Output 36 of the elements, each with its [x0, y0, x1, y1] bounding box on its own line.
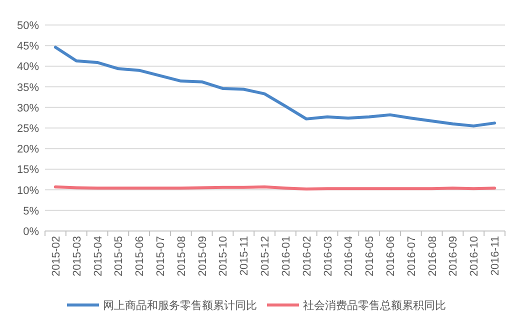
- y-tick-label: 30%: [16, 102, 40, 114]
- y-tick-label: 45%: [16, 40, 40, 53]
- x-tick-label: 2015-07: [155, 236, 167, 276]
- x-tick-label: 2016-05: [364, 236, 376, 276]
- y-tick-label: 15%: [16, 164, 40, 176]
- y-tick-label: 40%: [16, 61, 40, 74]
- x-tick-label: 2015-08: [176, 236, 188, 276]
- x-tick-label: 2016-02: [301, 236, 314, 276]
- x-tick-label: 2016-09: [448, 236, 460, 276]
- y-tick-label: 10%: [16, 184, 40, 197]
- x-tick-label: 2015-06: [134, 236, 146, 276]
- x-tick-label: 2016-01: [280, 236, 292, 276]
- y-tick-label: 0%: [23, 226, 40, 238]
- x-tick-label: 2016-11: [490, 236, 502, 276]
- x-tick-label: 2015-03: [71, 236, 84, 276]
- x-tick-label: 2016-04: [343, 236, 356, 276]
- x-tick-label: 2015-11: [238, 236, 251, 276]
- x-tick-label: 2016-06: [385, 236, 397, 276]
- y-tick-label: 20%: [16, 144, 40, 156]
- x-tick-label: 2016-10: [468, 236, 481, 276]
- x-tick-label: 2016-08: [426, 236, 439, 276]
- y-tick-label: 25%: [16, 123, 40, 135]
- x-tick-label: 2015-02: [50, 236, 62, 276]
- y-tick-label: 5%: [23, 205, 40, 218]
- x-tick-label: 2015-05: [113, 236, 126, 276]
- line-series: [54, 46, 496, 128]
- y-tick-label: 50%: [16, 20, 40, 32]
- y-tick-label: 35%: [16, 82, 40, 94]
- x-tick-label: 2016-07: [406, 236, 418, 276]
- x-tick-label: 2015-10: [218, 236, 230, 276]
- legend-label: 网上商品和服务零售额累计同比: [103, 299, 257, 312]
- x-tick-label: 2015-04: [92, 236, 104, 276]
- x-tick-label: 2016-03: [322, 236, 334, 276]
- x-tick-label: 2015-09: [196, 236, 209, 276]
- legend-label: 社会消费品零售总额累积同比: [303, 299, 446, 312]
- x-tick-label: 2015-12: [260, 236, 272, 276]
